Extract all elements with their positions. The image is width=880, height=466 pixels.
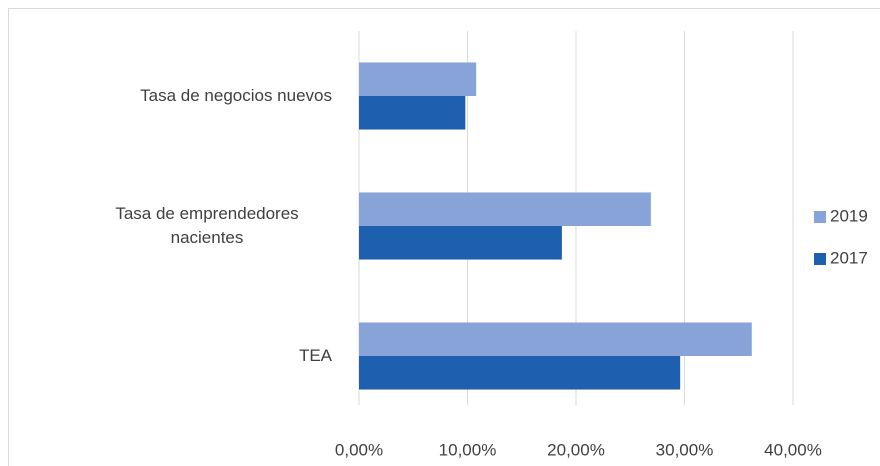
x-tick-label: 20,00%: [547, 440, 605, 459]
x-tick-label: 0,00%: [335, 440, 383, 459]
category-label: TEA: [72, 344, 332, 368]
x-tick-label: 40,00%: [764, 440, 822, 459]
legend-swatch: [814, 211, 826, 223]
bar: [359, 62, 477, 96]
category-label: Tasa de emprendedores nacientes: [72, 202, 332, 250]
category-text: Tasa de negocios nuevos: [140, 86, 332, 105]
category-text: Tasa de emprendedores nacientes: [115, 204, 299, 247]
bar: [359, 322, 752, 356]
bar: [359, 192, 651, 226]
legend-label: 2019: [830, 206, 868, 225]
category-label: Tasa de negocios nuevos: [72, 84, 332, 108]
x-tick-label: 30,00%: [656, 440, 714, 459]
category-text: TEA: [298, 346, 332, 365]
legend-label: 2017: [830, 248, 868, 267]
bar: [359, 226, 562, 260]
legend-swatch: [814, 253, 826, 265]
chart-border: [8, 8, 880, 466]
bar: [359, 356, 681, 390]
bar: [359, 96, 466, 130]
x-tick-label: 10,00%: [439, 440, 497, 459]
